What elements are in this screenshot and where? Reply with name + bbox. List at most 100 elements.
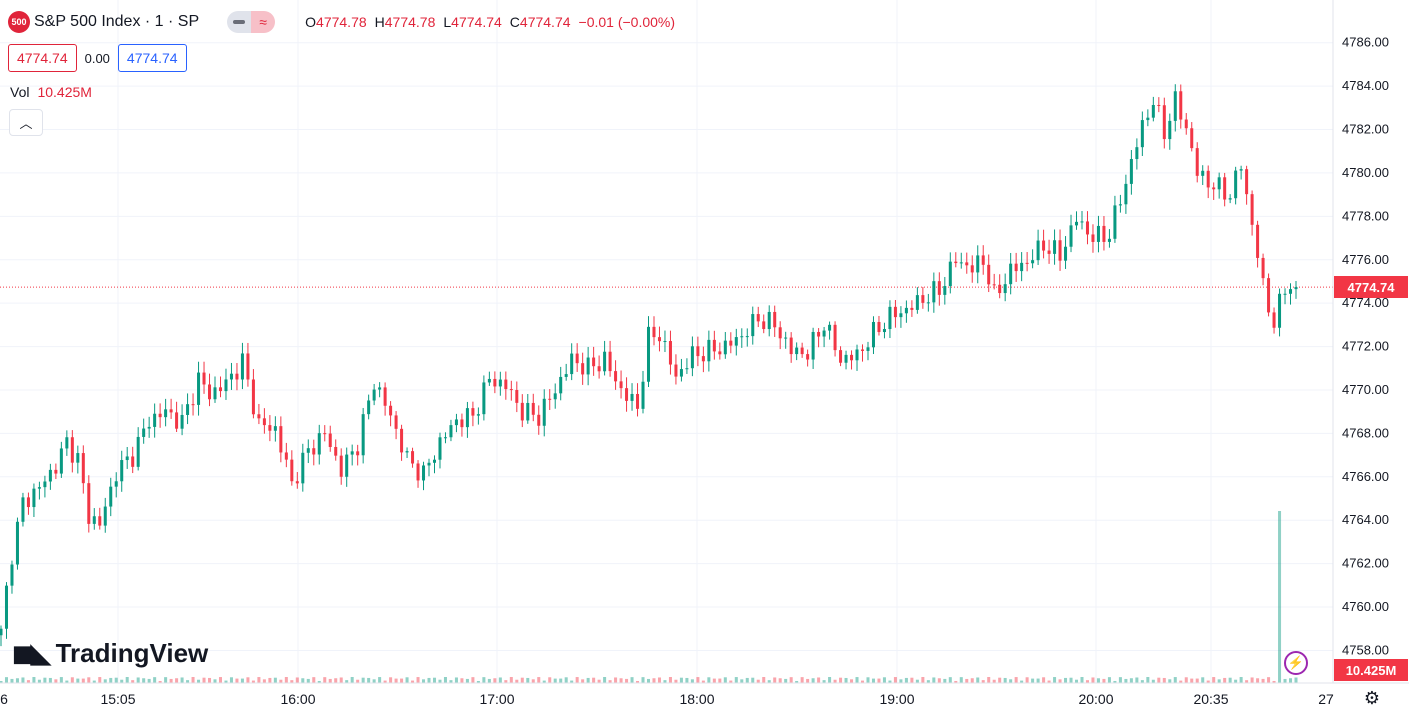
volume-bar [378,677,382,683]
price-tick-label: 4768.00 [1342,425,1389,440]
candle-body [1179,91,1183,120]
candle-body [888,306,892,330]
volume-bar [806,678,810,683]
volume-bar [921,677,925,683]
volume-bar [910,677,914,683]
candle-body [1129,159,1133,184]
volume-bar [998,677,1002,683]
candle-body [1151,104,1155,118]
gear-icon[interactable]: ⚙ [1363,687,1381,708]
volume-bar [482,677,486,683]
candle-body [1272,312,1276,328]
candle-body [65,437,69,449]
candle-body [202,372,206,385]
volume-bar [860,680,865,683]
chart-style-toggle[interactable]: ≈ [227,11,276,33]
buy-button[interactable]: 4774.74 [117,44,187,72]
candle-body [1173,91,1177,121]
tradingview-logo[interactable]: ◼◣ TradingView [12,638,208,669]
volume-bar [1195,678,1199,683]
candle-body [1036,240,1040,261]
volume-bar [26,680,30,683]
candle-body [515,390,519,403]
volume-bar [142,678,146,683]
candle-body [1256,224,1260,258]
volume-bar [811,678,815,683]
chevron-up-icon[interactable]: ︿ [9,109,43,136]
candle-body [328,433,332,447]
sell-button[interactable]: 4774.74 [8,44,77,72]
candle-body [43,481,47,488]
volume-bar [1217,679,1221,683]
symbol-logo: 500 [8,11,30,33]
candle-body [548,398,552,400]
volume-bar [43,677,47,683]
volume-bar [636,680,640,683]
price-tick-label: 4766.00 [1342,469,1389,484]
volume-bar [273,677,277,683]
volume-bar [663,680,667,683]
candle-body [125,456,129,461]
volume-bar [334,678,338,683]
volume-bar [915,679,919,683]
volume-bar [279,679,283,683]
price-scale[interactable]: 4786.00 4784.00 4782.00 4780.00 4778.00 4776.… [1342,35,1389,658]
volume-bar [893,677,897,683]
candle-body [1223,177,1227,200]
volume-bar [339,677,343,683]
candle-body [476,414,480,416]
volume-bar [197,679,201,683]
volume-bar [449,680,453,683]
volume-bar [109,677,113,683]
candle-body [976,255,980,273]
candle-body [142,428,146,437]
candle-body [10,564,14,586]
volume-bar [1151,679,1155,683]
volume-bar [822,680,826,683]
candle-body [740,336,744,338]
candle-body [932,281,936,303]
lightning-icon[interactable]: ⚡ [1284,651,1308,675]
candle-body [235,373,239,380]
candle-body [169,409,173,413]
candle-body [21,497,25,522]
candle-body [981,255,985,265]
volume-bar [1074,679,1079,683]
volume-bar [114,677,118,683]
candle-body [427,462,431,466]
candle-body [893,306,897,318]
candle-body [1278,293,1282,328]
volume-bar [229,677,233,683]
candle-body [1058,240,1062,261]
volume-bar [317,680,321,683]
volume-bar [383,680,387,683]
candle-body [147,426,151,429]
candle-body [795,347,799,355]
low-label: L [443,14,452,30]
candle-body [806,354,810,360]
volume-bar [284,677,288,683]
volume-bar [218,677,223,683]
volume-bar [646,678,651,683]
volume-bar [465,678,469,683]
candle-body [1135,147,1139,160]
candle-body [405,451,409,453]
volume-bar [1053,677,1057,683]
volume-bar [1091,677,1095,683]
volume-bar [367,677,371,683]
volume-bar [487,678,491,683]
candle-body [1294,287,1298,290]
candle-body [608,351,612,372]
time-scale[interactable]: 6 15:05 16:00 17:00 18:00 19:00 20:00 20:35 27 [0,691,1334,707]
volume-bar [400,678,404,683]
candle-body [1053,240,1057,254]
symbol-title[interactable]: S&P 500 Index · 1 · SP [34,13,200,30]
candle-body [652,326,656,338]
minus-icon[interactable] [227,11,252,33]
wave-icon[interactable]: ≈ [251,11,276,33]
candle-body [438,437,442,460]
volume-bar [1206,680,1210,683]
volume-bar [1118,677,1122,683]
volume-bar [789,677,793,683]
